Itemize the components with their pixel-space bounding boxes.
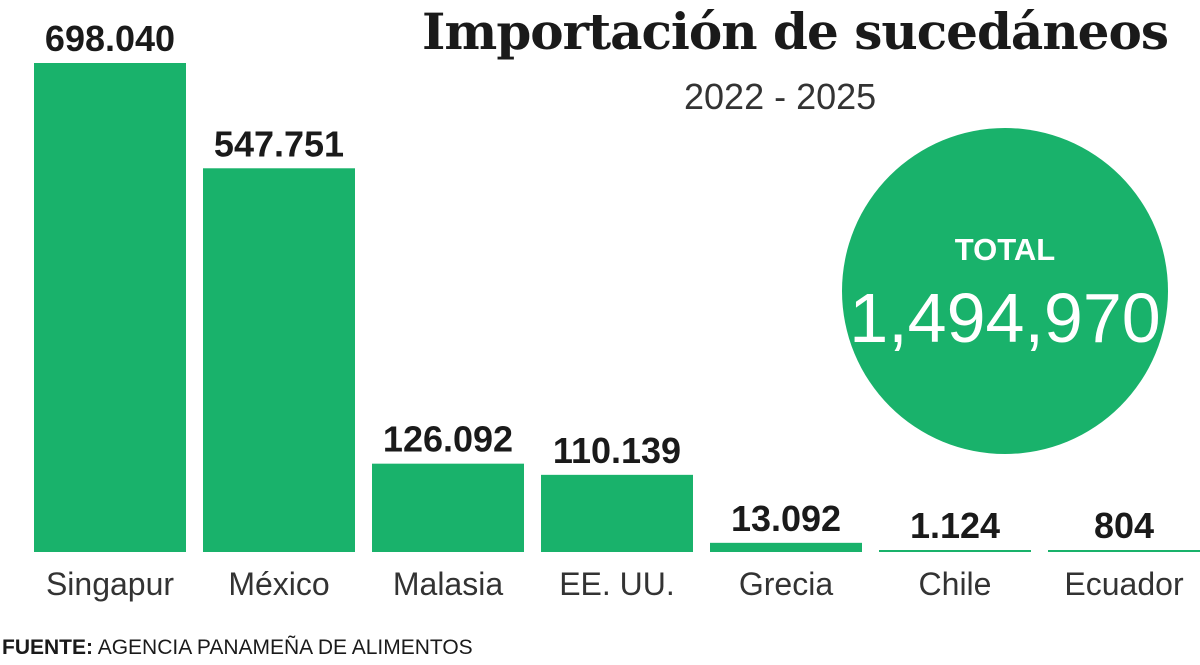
value-label-1: 547.751 (214, 123, 344, 164)
value-label-6: 804 (1094, 505, 1154, 546)
total-value: 1,494,970 (849, 279, 1161, 357)
category-label-5: Chile (919, 566, 992, 602)
category-label-2: Malasia (393, 566, 503, 602)
bar-4 (710, 542, 862, 552)
bar-5 (879, 550, 1031, 552)
value-label-3: 110.139 (553, 430, 681, 471)
bar-0 (34, 63, 186, 552)
source-text: AGENCIA PANAMEÑA DE ALIMENTOS (97, 636, 473, 659)
chart-title: Importación de sucedáneos (422, 2, 1169, 61)
chart-subtitle: 2022 - 2025 (684, 76, 877, 117)
bar-2 (372, 463, 524, 552)
value-label-2: 126.092 (383, 419, 513, 460)
category-label-3: EE. UU. (559, 566, 675, 602)
category-label-6: Ecuador (1064, 566, 1184, 602)
source-note: FUENTE: AGENCIA PANAMEÑA DE ALIMENTOS (2, 636, 473, 660)
category-label-1: México (228, 566, 329, 602)
value-label-5: 1.124 (910, 505, 1000, 546)
value-label-4: 13.092 (731, 498, 841, 539)
category-label-0: Singapur (46, 566, 174, 602)
category-label-4: Grecia (739, 566, 833, 602)
total-label: TOTAL (954, 232, 1056, 267)
total-circle: TOTAL 1,494,970 (842, 128, 1168, 454)
bar-6 (1048, 550, 1200, 552)
value-label-0: 698.040 (45, 18, 175, 59)
bar-1 (203, 168, 355, 552)
source-label: FUENTE: (2, 636, 93, 659)
bar-3 (541, 474, 693, 552)
